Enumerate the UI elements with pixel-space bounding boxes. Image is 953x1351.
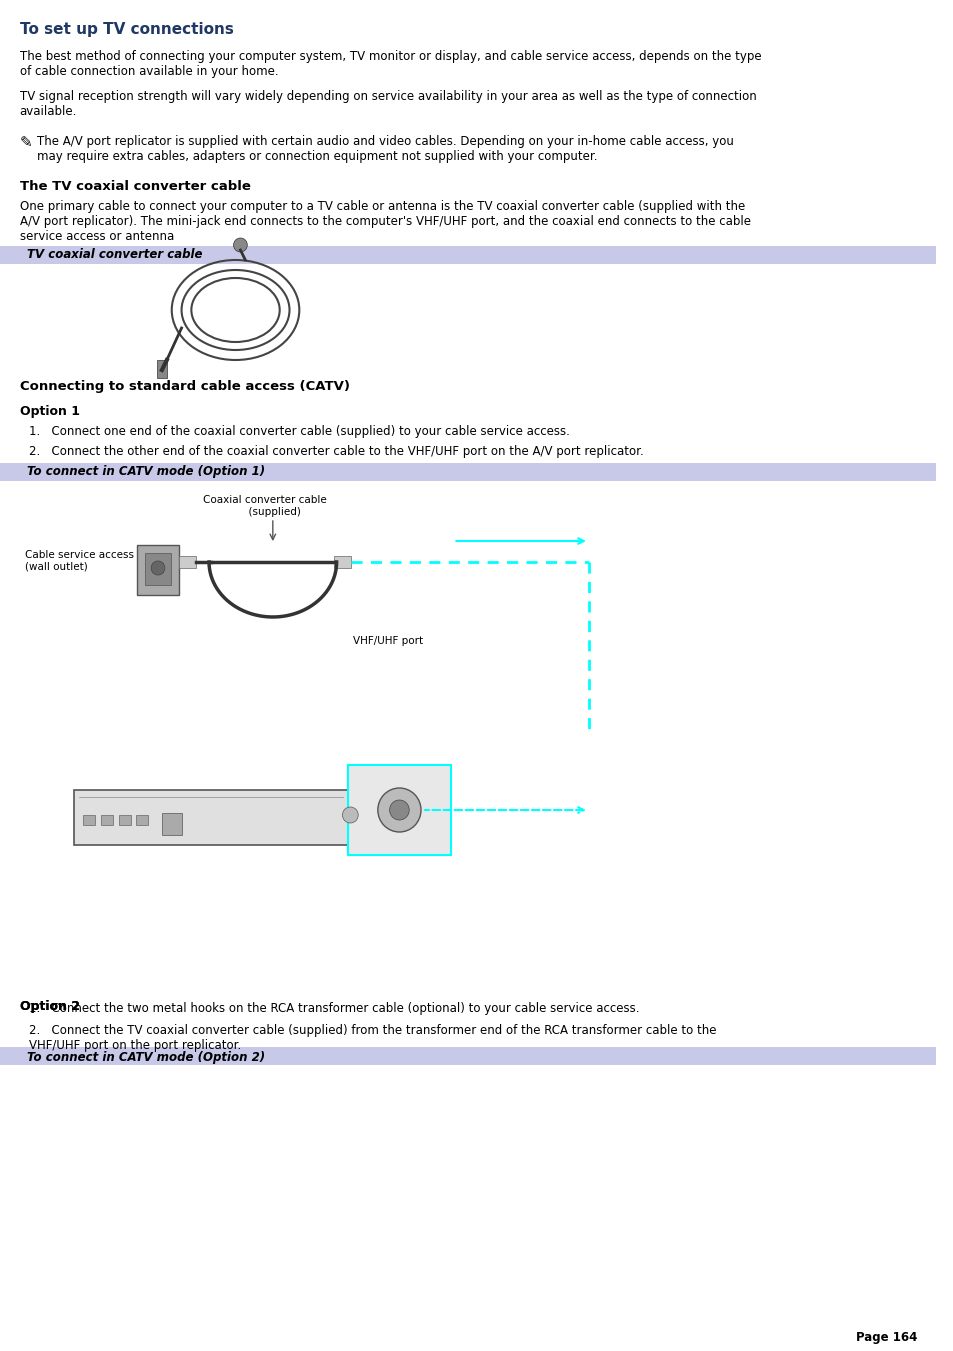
Text: Cable service access
(wall outlet): Cable service access (wall outlet) (25, 550, 133, 571)
Text: Connecting to standard cable access (CATV): Connecting to standard cable access (CAT… (20, 380, 349, 393)
Bar (178, 557, 196, 567)
FancyBboxPatch shape (0, 1047, 935, 1065)
FancyBboxPatch shape (0, 463, 935, 481)
Bar (83, 815, 95, 825)
Bar (137, 544, 178, 594)
Text: The best method of connecting your computer system, TV monitor or display, and c: The best method of connecting your compu… (20, 50, 760, 78)
Text: The TV coaxial converter cable: The TV coaxial converter cable (20, 180, 251, 193)
Bar (157, 359, 167, 378)
Text: Option 1: Option 1 (20, 405, 79, 417)
Text: TV signal reception strength will vary widely depending on service availability : TV signal reception strength will vary w… (20, 91, 756, 118)
Text: Option 2: Option 2 (20, 1000, 79, 1013)
Text: 1.   Connect one end of the coaxial converter cable (supplied) to your cable ser: 1. Connect one end of the coaxial conver… (30, 426, 570, 438)
Bar (73, 790, 348, 844)
Text: To set up TV connections: To set up TV connections (20, 22, 233, 36)
Circle shape (389, 800, 409, 820)
Text: ✎: ✎ (20, 135, 32, 150)
Bar (162, 813, 181, 835)
Circle shape (377, 788, 420, 832)
Bar (145, 553, 171, 585)
FancyBboxPatch shape (348, 765, 451, 855)
Text: To connect in CATV mode (Option 2): To connect in CATV mode (Option 2) (28, 1051, 265, 1065)
Text: Coaxial converter cable
      (supplied): Coaxial converter cable (supplied) (203, 494, 327, 516)
Text: The A/V port replicator is supplied with certain audio and video cables. Dependi: The A/V port replicator is supplied with… (37, 135, 734, 163)
Text: One primary cable to connect your computer to a TV cable or antenna is the TV co: One primary cable to connect your comput… (20, 200, 750, 243)
Text: 1.   Connect the two metal hooks on the RCA transformer cable (optional) to your: 1. Connect the two metal hooks on the RC… (30, 1002, 639, 1015)
Text: 2.   Connect the TV coaxial converter cable (supplied) from the transformer end : 2. Connect the TV coaxial converter cabl… (30, 1024, 717, 1052)
Text: To connect in CATV mode (Option 1): To connect in CATV mode (Option 1) (28, 465, 265, 478)
Bar (101, 815, 112, 825)
Bar (136, 815, 148, 825)
Text: TV coaxial converter cable: TV coaxial converter cable (28, 249, 203, 261)
Circle shape (151, 561, 165, 576)
Text: Option 2: Option 2 (20, 1000, 79, 1013)
Circle shape (342, 807, 357, 823)
Circle shape (233, 238, 247, 253)
Bar (334, 557, 351, 567)
Bar (118, 815, 131, 825)
Text: VHF/UHF port: VHF/UHF port (353, 636, 423, 646)
Text: 2.   Connect the other end of the coaxial converter cable to the VHF/UHF port on: 2. Connect the other end of the coaxial … (30, 444, 643, 458)
Text: Page 164: Page 164 (855, 1331, 917, 1344)
FancyBboxPatch shape (0, 246, 935, 263)
